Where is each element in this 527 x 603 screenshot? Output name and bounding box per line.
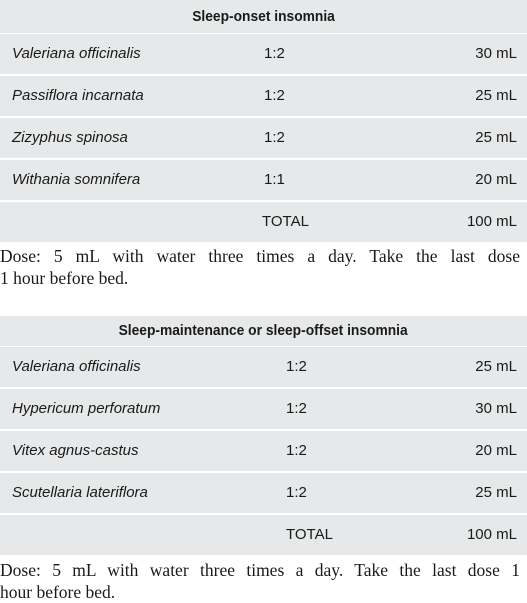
herb-amount: 20 mL bbox=[475, 171, 517, 188]
herb-ratio: 1:2 bbox=[264, 45, 285, 62]
dose-instructions: Dose: 5 mL with water three times a day.… bbox=[0, 559, 520, 603]
herb-ratio: 1:2 bbox=[264, 87, 285, 104]
herb-amount: 30 mL bbox=[475, 45, 517, 62]
herb-name: Hypericum perforatum bbox=[12, 400, 161, 417]
dose-line: Dose: 5 mL with water three times a day.… bbox=[0, 246, 520, 266]
herb-amount: 25 mL bbox=[475, 129, 517, 146]
herb-name: Passiflora incarnata bbox=[12, 87, 144, 104]
table-row: Valeriana officinalis 1:2 25 mL bbox=[0, 347, 527, 389]
table-row: Vitex agnus-castus 1:2 20 mL bbox=[0, 431, 527, 473]
total-amount: 100 mL bbox=[466, 213, 517, 230]
table-row: Valeriana officinalis 1:2 30 mL bbox=[0, 34, 527, 76]
herb-name: Vitex agnus-castus bbox=[12, 442, 139, 459]
herb-name: Zizyphus spinosa bbox=[12, 129, 128, 146]
table-title: Sleep-maintenance or sleep-offset insomn… bbox=[0, 316, 527, 347]
herb-ratio: 1:2 bbox=[286, 358, 307, 375]
dose-line: 1 hour before bed. bbox=[0, 268, 129, 288]
herb-ratio: 1:2 bbox=[286, 484, 307, 501]
total-label: TOTAL bbox=[262, 213, 309, 230]
table-title: Sleep-onset insomnia bbox=[0, 0, 527, 34]
herb-name: Scutellaria lateriflora bbox=[12, 484, 148, 501]
table-row: Scutellaria lateriflora 1:2 25 mL bbox=[0, 473, 527, 515]
herb-ratio: 1:2 bbox=[264, 129, 285, 146]
herb-amount: 30 mL bbox=[475, 400, 517, 417]
table-row: Passiflora incarnata 1:2 25 mL bbox=[0, 76, 527, 118]
herb-ratio: 1:2 bbox=[286, 442, 307, 459]
herb-amount: 25 mL bbox=[475, 484, 517, 501]
herb-amount: 25 mL bbox=[475, 87, 517, 104]
herb-ratio: 1:1 bbox=[264, 171, 285, 188]
dose-instructions: Dose: 5 mL with water three times a day.… bbox=[0, 245, 520, 289]
herb-name: Valeriana officinalis bbox=[12, 358, 141, 375]
total-row: TOTAL 100 mL bbox=[0, 515, 527, 555]
herb-ratio: 1:2 bbox=[286, 400, 307, 417]
sleep-maintenance-table: Sleep-maintenance or sleep-offset insomn… bbox=[0, 316, 527, 555]
herb-amount: 20 mL bbox=[475, 442, 517, 459]
total-label: TOTAL bbox=[286, 526, 333, 543]
total-row: TOTAL 100 mL bbox=[0, 202, 527, 242]
herb-amount: 25 mL bbox=[475, 358, 517, 375]
herb-name: Valeriana officinalis bbox=[12, 45, 141, 62]
total-amount: 100 mL bbox=[466, 526, 517, 543]
table-row: Zizyphus spinosa 1:2 25 mL bbox=[0, 118, 527, 160]
table-row: Hypericum perforatum 1:2 30 mL bbox=[0, 389, 527, 431]
sleep-onset-table: Sleep-onset insomnia Valeriana officinal… bbox=[0, 0, 527, 242]
dose-line: hour before bed. bbox=[0, 582, 116, 602]
dose-line: Dose: 5 mL with water three times a day.… bbox=[0, 560, 520, 580]
herb-name: Withania somnifera bbox=[12, 171, 141, 188]
table-row: Withania somnifera 1:1 20 mL bbox=[0, 160, 527, 202]
